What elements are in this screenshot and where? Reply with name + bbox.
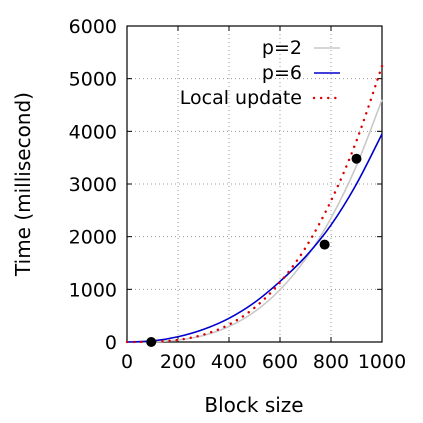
series-line-2 (126, 133, 383, 343)
y-tick-label: 1000 (69, 279, 117, 301)
y-tick-label: 3000 (69, 174, 117, 196)
x-tick-label: 800 (313, 351, 349, 373)
x-tick-label: 600 (262, 351, 298, 373)
x-tick-label: 400 (211, 351, 247, 373)
y-axis-label: Time (millisecond) (11, 92, 35, 277)
y-tick-label: 6000 (69, 16, 117, 38)
legend-label: p=6 (262, 62, 302, 84)
x-tick-label: 0 (121, 351, 133, 373)
y-tick-label: 0 (105, 332, 117, 354)
x-axis-label: Block size (204, 393, 303, 417)
legend-label: Local update (180, 87, 302, 109)
legend-label: p=2 (262, 37, 302, 59)
y-tick-label: 5000 (69, 69, 117, 91)
x-tick-label: 200 (160, 351, 196, 373)
y-tick-label: 4000 (69, 121, 117, 143)
series-line-1 (126, 99, 383, 343)
series-layer (125, 64, 384, 344)
data-point (146, 337, 157, 347)
axis-ticks (126, 25, 383, 343)
legend: p=2 p=6 Local update (180, 37, 342, 109)
grid (127, 26, 382, 342)
data-point (351, 153, 362, 164)
x-tick-labels: 0 200 400 600 800 1000 (121, 351, 406, 373)
x-tick-label: 1000 (358, 351, 406, 373)
y-tick-label: 2000 (69, 227, 117, 249)
series-line-3 (125, 64, 384, 344)
data-point (319, 239, 330, 250)
points-layer (146, 153, 362, 347)
y-tick-labels: 0 1000 2000 3000 4000 5000 6000 (69, 16, 117, 354)
